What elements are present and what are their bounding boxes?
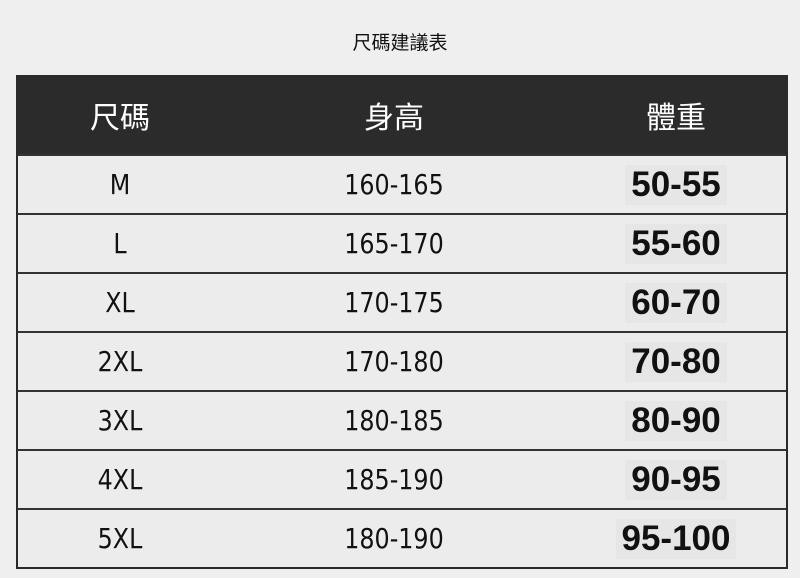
cell-height: 180-185 xyxy=(344,404,444,437)
cell-weight: 55-60 xyxy=(625,223,727,264)
table-header: 尺碼 身高 體重 xyxy=(18,75,786,154)
cell-weight-wrap: 50-55 xyxy=(566,156,786,213)
table-row: M 160-165 50-55 xyxy=(18,154,786,213)
cell-size: L xyxy=(113,227,127,260)
table-row: L 165-170 55-60 xyxy=(18,213,786,272)
cell-weight-wrap: 70-80 xyxy=(566,333,786,390)
cell-weight: 95-100 xyxy=(615,518,737,559)
header-weight: 體重 xyxy=(646,100,706,136)
table-row: 5XL 180-190 95-100 xyxy=(18,508,786,567)
cell-height: 170-175 xyxy=(344,286,444,319)
cell-height: 160-165 xyxy=(344,168,444,201)
cell-weight: 90-95 xyxy=(625,459,727,500)
cell-weight: 70-80 xyxy=(625,341,727,382)
cell-size: 2XL xyxy=(97,345,143,378)
header-size: 尺碼 xyxy=(90,100,150,136)
cell-size: 4XL xyxy=(97,463,143,496)
cell-weight-wrap: 55-60 xyxy=(566,215,786,272)
cell-weight-wrap: 90-95 xyxy=(566,451,786,508)
cell-size: 5XL xyxy=(97,522,143,555)
cell-height: 170-180 xyxy=(344,345,444,378)
chart-title: 尺碼建議表 xyxy=(352,32,448,54)
cell-weight: 60-70 xyxy=(625,282,727,323)
size-table: 尺碼 身高 體重 M 160-165 50-55 L 165-170 55-60 XL 170… xyxy=(16,75,788,569)
cell-height: 165-170 xyxy=(344,227,444,260)
cell-size: XL xyxy=(105,286,135,319)
table-row: XL 170-175 60-70 xyxy=(18,272,786,331)
cell-height: 180-190 xyxy=(344,522,444,555)
table-row: 3XL 180-185 80-90 xyxy=(18,390,786,449)
header-height: 身高 xyxy=(364,100,424,136)
cell-weight: 50-55 xyxy=(625,164,727,205)
cell-size: 3XL xyxy=(97,404,143,437)
cell-weight: 80-90 xyxy=(625,400,727,441)
cell-weight-wrap: 80-90 xyxy=(566,392,786,449)
cell-size: M xyxy=(109,168,131,201)
table-row: 2XL 170-180 70-80 xyxy=(18,331,786,390)
cell-weight-wrap: 60-70 xyxy=(566,274,786,331)
cell-weight-wrap: 95-100 xyxy=(566,510,786,567)
table-row: 4XL 185-190 90-95 xyxy=(18,449,786,508)
cell-height: 185-190 xyxy=(344,463,444,496)
